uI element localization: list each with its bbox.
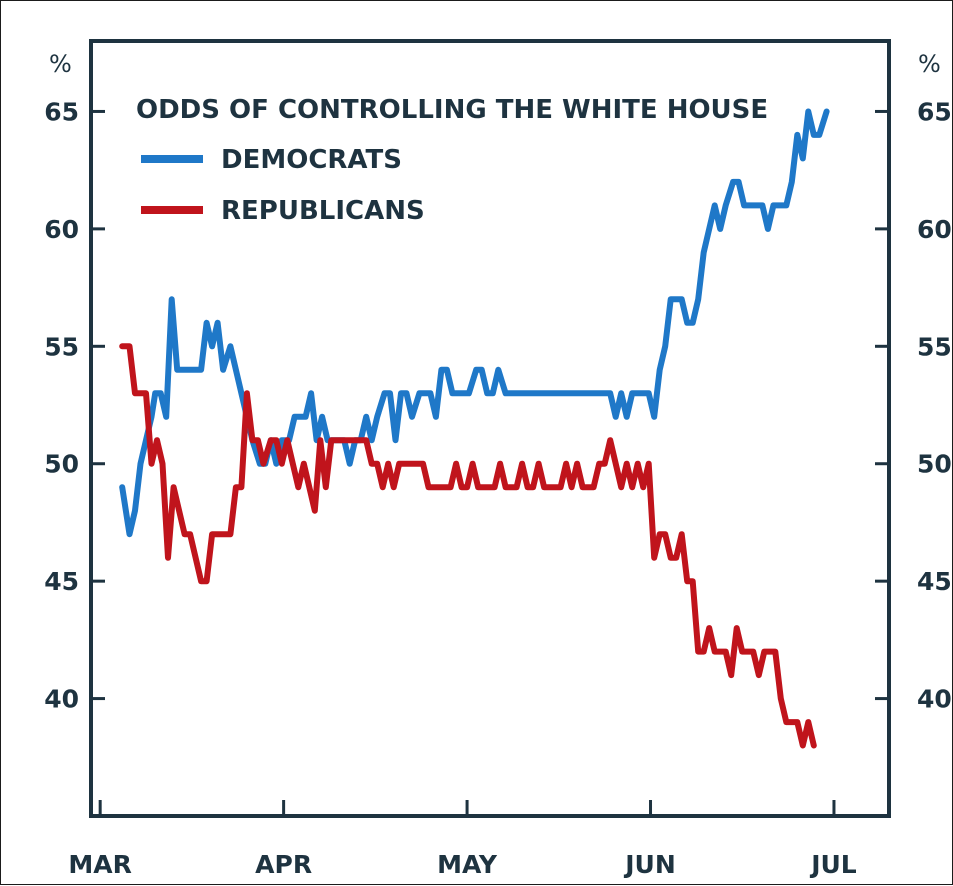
y-tick-label-right-45: 45 <box>917 567 952 596</box>
series-line-democrats <box>119 108 830 538</box>
y-tick-label-left-50: 50 <box>44 450 79 479</box>
y-tick-label-right-55: 55 <box>917 332 952 361</box>
legend-label-democrats: DEMOCRATS <box>221 145 402 175</box>
y-tick-label-right-40: 40 <box>917 685 952 714</box>
y-tick-label-left-40: 40 <box>44 685 79 714</box>
x-tick-label-mar: MAR <box>68 850 131 879</box>
labels-layer: % % ODDS OF CONTROLLING THE WHITE HOUSE … <box>49 50 941 226</box>
left-y-unit-label: % <box>49 50 72 78</box>
chart-title: ODDS OF CONTROLLING THE WHITE HOUSE <box>136 95 768 125</box>
x-tick-label-may: MAY <box>437 850 498 879</box>
axes-layer: 40 40 45 45 50 50 55 55 60 60 65 65 MAR APR MAY JUN JUL <box>44 39 952 879</box>
x-tick-label-apr: APR <box>255 850 312 879</box>
y-tick-label-right-60: 60 <box>917 215 952 244</box>
y-tick-label-left-65: 65 <box>44 97 79 126</box>
y-tick-label-right-50: 50 <box>917 450 952 479</box>
right-y-unit-label: % <box>918 50 941 78</box>
x-tick-label-jun: JUN <box>623 850 676 879</box>
series-line-republicans <box>119 343 817 749</box>
x-tick-label-jul: JUL <box>809 850 857 879</box>
plot-area-border <box>89 39 891 818</box>
series-layer <box>119 108 830 749</box>
legend-label-republicans: REPUBLICANS <box>221 196 425 226</box>
y-tick-label-right-65: 65 <box>917 97 952 126</box>
y-tick-label-left-45: 45 <box>44 567 79 596</box>
y-tick-label-left-55: 55 <box>44 332 79 361</box>
y-tick-label-left-60: 60 <box>44 215 79 244</box>
